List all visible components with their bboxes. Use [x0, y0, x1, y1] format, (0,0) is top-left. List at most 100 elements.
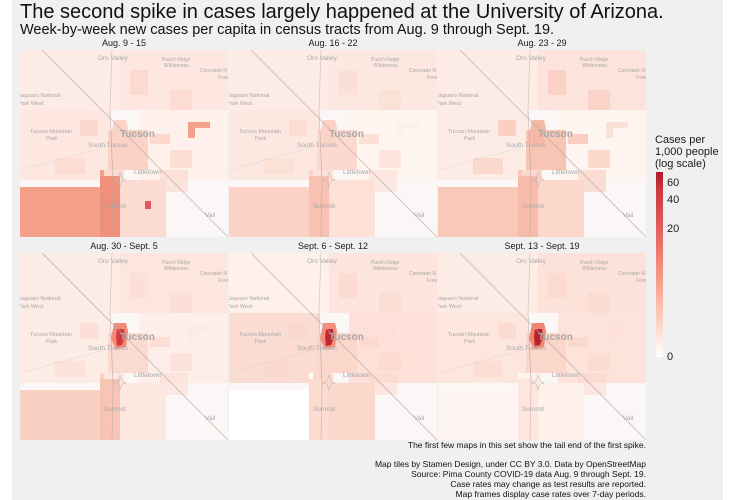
choropleth-map: Oro Valley Pusch Ridge Wilderness Corona…: [438, 50, 646, 237]
map-label-pusch-ridge-1: Pusch Ridge: [371, 260, 400, 266]
map-panel-3: Aug. 23 - 29: [438, 37, 646, 237]
map-label-littletown: Littletown: [552, 169, 580, 176]
map-label-vail: Vail: [205, 415, 216, 422]
map-label-littletown: Littletown: [343, 169, 371, 176]
map-panel-2: Aug. 16 - 22: [229, 37, 437, 237]
map-label-oro-valley: Oro Valley: [516, 258, 547, 265]
map-label-tmp-1: Tucson Mountain: [448, 129, 490, 135]
map-label-saguaro-1: Saguaro National: [229, 296, 270, 302]
map-label-coronado-1: Coronado N: [409, 68, 436, 74]
map-label-littletown: Littletown: [134, 372, 162, 379]
map-label-tucson: Tucson: [538, 332, 573, 343]
map-label-coronado-2: Fore: [218, 278, 228, 284]
map-label-summit: Summit: [522, 406, 544, 413]
map-label-tucson: Tucson: [538, 129, 573, 140]
panel-week-label: Aug. 9 - 15: [101, 38, 147, 48]
map-label-coronado-1: Coronado N: [200, 271, 227, 277]
caption-frames-note: Map frames display case rates over 7-day…: [455, 489, 646, 499]
map-label-tmp-2: Park: [464, 136, 476, 142]
map-label-saguaro-1: Saguaro National: [438, 296, 479, 302]
legend-tick-20: 20: [667, 223, 680, 235]
map-label-oro-valley: Oro Valley: [307, 55, 338, 62]
map-label-coronado-1: Coronado N: [409, 271, 436, 277]
map-label-saguaro-2: Park West: [438, 101, 462, 107]
map-panel-5: Sept. 6 - Sept. 12: [229, 240, 437, 440]
legend-color-bar: [656, 172, 663, 357]
legend-tick-40: 40: [667, 194, 680, 206]
panel-week-label: Aug. 23 - 29: [517, 38, 567, 48]
map-label-vail: Vail: [205, 212, 216, 219]
panel-week-label: Aug. 16 - 22: [308, 38, 358, 48]
map-label-south-tucson: South Tucson: [297, 142, 337, 149]
panel-week-label: Aug. 30 - Sept. 5: [90, 241, 158, 251]
map-label-saguaro-2: Park West: [229, 101, 253, 107]
legend-title-line-2: 1,000 people: [655, 146, 719, 158]
map-label-vail: Vail: [623, 212, 634, 219]
map-label-summit: Summit: [104, 203, 126, 210]
choropleth-map: Oro Valley Pusch Ridge Wilderness Corona…: [20, 253, 228, 440]
caption-note: The first few maps in this set show the …: [407, 440, 646, 450]
map-label-coronado-2: Fore: [427, 278, 437, 284]
map-label-south-tucson: South Tucson: [88, 142, 128, 149]
panel-week-label: Sept. 6 - Sept. 12: [297, 241, 369, 251]
legend-tick-0: 0: [667, 351, 674, 363]
choropleth-map: Oro Valley Pusch Ridge Wilderness Corona…: [438, 253, 646, 440]
map-label-saguaro-1: Saguaro National: [20, 296, 61, 302]
map-label-tucson: Tucson: [329, 129, 364, 140]
map-label-pusch-ridge-2: Wilderness: [164, 63, 189, 69]
map-label-coronado-1: Coronado N: [200, 68, 227, 74]
map-label-oro-valley: Oro Valley: [98, 55, 129, 62]
map-label-coronado-2: Fore: [218, 75, 228, 81]
map-label-oro-valley: Oro Valley: [98, 258, 129, 265]
map-label-summit: Summit: [104, 406, 126, 413]
map-label-pusch-ridge-1: Pusch Ridge: [371, 57, 400, 63]
map-label-tucson: Tucson: [120, 332, 155, 343]
map-label-tmp-2: Park: [255, 136, 267, 142]
map-label-south-tucson: South Tucson: [506, 142, 546, 149]
map-label-tmp-1: Tucson Mountain: [30, 332, 72, 338]
map-label-tmp-1: Tucson Mountain: [448, 332, 490, 338]
map-label-coronado-1: Coronado N: [618, 68, 645, 74]
map-label-coronado-2: Fore: [636, 278, 646, 284]
map-label-south-tucson: South Tucson: [297, 345, 337, 352]
map-label-pusch-ridge-2: Wilderness: [373, 63, 398, 69]
map-label-saguaro-1: Saguaro National: [229, 93, 270, 99]
legend-tick-60: 60: [667, 177, 680, 189]
map-label-littletown: Littletown: [134, 169, 162, 176]
map-label-coronado-2: Fore: [427, 75, 437, 81]
map-label-pusch-ridge-2: Wilderness: [582, 63, 607, 69]
panel-week-label: Sept. 13 - Sept. 19: [504, 241, 580, 251]
map-label-pusch-ridge-1: Pusch Ridge: [162, 260, 191, 266]
map-panel-1: Aug. 9 - 15: [20, 37, 228, 237]
map-label-pusch-ridge-2: Wilderness: [582, 266, 607, 272]
map-label-summit: Summit: [522, 203, 544, 210]
caption-tiles-credit: Map tiles by Stamen Design, under CC BY …: [374, 459, 646, 469]
map-label-vail: Vail: [623, 415, 634, 422]
caption-source: Source: Pima County COVID-19 data Aug. 9…: [411, 469, 646, 479]
map-label-saguaro-1: Saguaro National: [20, 93, 61, 99]
map-label-littletown: Littletown: [552, 372, 580, 379]
map-label-saguaro-1: Saguaro National: [438, 93, 479, 99]
map-label-vail: Vail: [414, 212, 425, 219]
map-label-pusch-ridge-1: Pusch Ridge: [580, 57, 609, 63]
map-label-saguaro-2: Park West: [229, 304, 253, 310]
choropleth-map: Oro Valley Pusch Ridge Wilderness Corona…: [20, 50, 228, 237]
map-label-tmp-1: Tucson Mountain: [239, 129, 281, 135]
map-label-south-tucson: South Tucson: [506, 345, 546, 352]
map-label-vail: Vail: [414, 415, 425, 422]
map-label-tmp-2: Park: [464, 339, 476, 345]
legend-title-line-1: Cases per: [655, 134, 706, 146]
map-label-coronado-2: Fore: [636, 75, 646, 81]
map-label-oro-valley: Oro Valley: [307, 258, 338, 265]
map-label-tucson: Tucson: [120, 129, 155, 140]
map-label-tmp-1: Tucson Mountain: [239, 332, 281, 338]
map-label-pusch-ridge-2: Wilderness: [164, 266, 189, 272]
map-label-pusch-ridge-1: Pusch Ridge: [162, 57, 191, 63]
chart-subtitle: Week-by-week new cases per capita in cen…: [20, 22, 555, 38]
map-label-tucson: Tucson: [329, 332, 364, 343]
choropleth-map: Oro Valley Pusch Ridge Wilderness Corona…: [229, 50, 437, 237]
map-label-saguaro-2: Park West: [20, 304, 44, 310]
map-label-south-tucson: South Tucson: [88, 345, 128, 352]
map-label-tmp-2: Park: [46, 339, 58, 345]
map-label-oro-valley: Oro Valley: [516, 55, 547, 62]
